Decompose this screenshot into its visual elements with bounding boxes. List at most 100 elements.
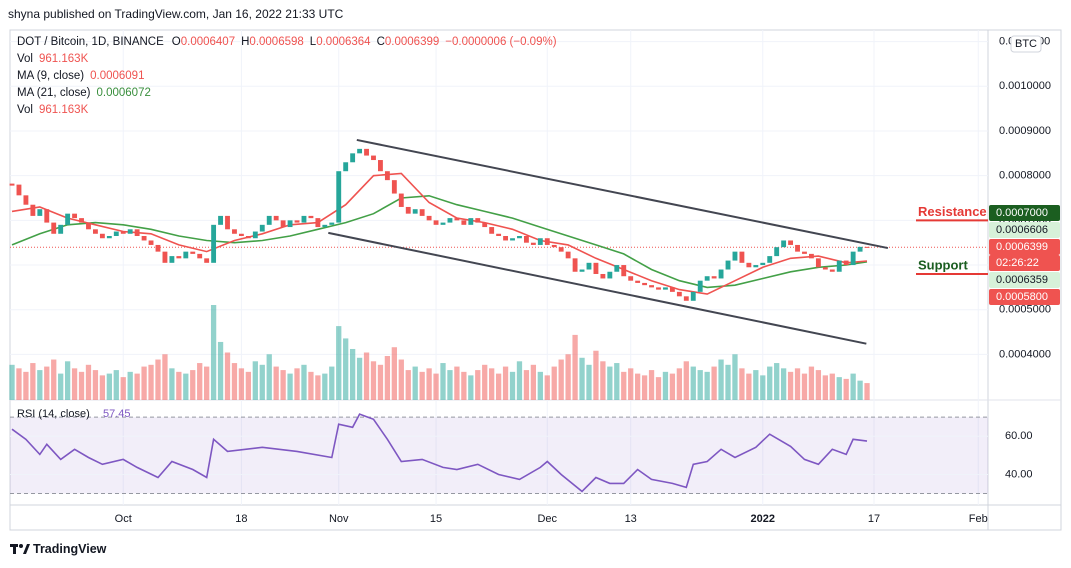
candle	[322, 224, 328, 228]
volume-bar	[99, 375, 106, 400]
axis-badge-label: 0.0006399	[996, 241, 1048, 253]
candle	[93, 229, 98, 234]
volume-bar	[398, 359, 404, 400]
logo	[10, 544, 30, 554]
candle	[273, 215, 279, 221]
candle	[245, 236, 251, 239]
candle	[475, 218, 481, 223]
volume-bar	[586, 364, 592, 400]
candle	[572, 258, 578, 272]
volume-bar	[426, 368, 432, 400]
ohlc-key: O	[171, 36, 181, 48]
volume-bar	[259, 364, 265, 400]
volume-bar	[621, 371, 627, 400]
candle	[843, 260, 849, 266]
candle	[739, 251, 745, 263]
level-label: Support	[918, 257, 968, 272]
candle	[760, 262, 766, 266]
y-tick-label: 0.0008000	[999, 170, 1051, 182]
candle	[781, 240, 787, 248]
volume-bar	[92, 370, 99, 400]
candle	[586, 262, 592, 270]
volume-bar	[753, 370, 759, 400]
candle	[795, 244, 800, 252]
volume-bar	[767, 366, 773, 400]
volume-bar	[857, 380, 863, 400]
rsi-band-fill	[10, 417, 988, 494]
candle	[822, 267, 828, 270]
volume-bar	[377, 364, 384, 400]
volume-bar	[655, 377, 662, 400]
ohlc-value: 0.0006407	[180, 36, 236, 48]
volume-bar	[704, 371, 710, 400]
indicator-row: MA (9, close) 0.0006091	[17, 70, 144, 82]
candle	[287, 220, 293, 228]
volume-bar	[815, 370, 822, 400]
volume-bar	[551, 366, 557, 400]
axis-badge-label: 02:26:22	[996, 257, 1039, 269]
candle	[788, 240, 794, 245]
candle	[238, 233, 244, 237]
candle	[211, 224, 217, 263]
volume-bar	[628, 368, 634, 400]
indicator-name: MA (9, close)	[17, 70, 85, 82]
candle	[503, 236, 509, 241]
candle	[162, 251, 168, 263]
volume-bar	[829, 373, 835, 400]
axis-badge-label: 0.0007000	[996, 207, 1048, 219]
candle	[357, 148, 363, 154]
volume-bar	[162, 354, 168, 400]
volume-bar	[141, 366, 147, 400]
indicator-row: Vol 961.163K	[17, 53, 88, 65]
candle	[176, 256, 182, 259]
volume-bar	[648, 370, 655, 400]
volume-bar	[106, 373, 112, 400]
trendline	[356, 138, 889, 250]
x-tick-label: Feb	[969, 513, 988, 525]
candle	[746, 262, 752, 268]
change: −0.0000006 (−0.09%)	[445, 36, 557, 48]
candle	[252, 231, 258, 239]
candle	[155, 244, 161, 252]
rsi-tick-label: 60.00	[1005, 430, 1033, 442]
volume-bar	[794, 368, 801, 400]
volume-bar	[502, 366, 509, 400]
axis-badge	[989, 272, 1060, 288]
axis-badge	[989, 222, 1060, 238]
indicator-value: 0.0006091	[90, 70, 145, 82]
candle	[802, 251, 807, 254]
candle	[9, 183, 15, 186]
volume-bar	[23, 371, 29, 400]
volume-bar	[725, 364, 731, 400]
candle	[23, 195, 29, 205]
indicator-value: 0.0006072	[96, 87, 151, 99]
volume-bar	[113, 370, 119, 400]
candle	[218, 215, 223, 225]
axis-badge	[989, 289, 1060, 305]
volume-bar	[169, 368, 175, 400]
candle	[127, 229, 133, 234]
volume-bar	[16, 368, 22, 400]
indicator-row: Vol 961.163K	[17, 104, 88, 116]
candle	[232, 229, 237, 234]
volume-bar	[690, 366, 696, 400]
volume-bar	[85, 364, 92, 400]
candle	[621, 265, 627, 277]
candle	[836, 260, 842, 272]
volume-bar	[336, 326, 342, 400]
candle	[169, 256, 175, 263]
candle	[454, 218, 460, 221]
candle	[683, 296, 689, 301]
volume-bar	[454, 366, 460, 400]
candle	[65, 213, 71, 225]
volume-bar	[349, 348, 356, 400]
volume-bar	[509, 371, 516, 400]
candle	[16, 184, 22, 196]
level-label: Resistance	[918, 204, 987, 219]
x-tick-label: Nov	[329, 513, 349, 525]
candle	[391, 180, 397, 194]
candle	[148, 240, 154, 245]
y-tick-label: 0.0010000	[999, 80, 1051, 92]
x-tick-label: 13	[625, 513, 637, 525]
volume-bar	[836, 377, 842, 400]
